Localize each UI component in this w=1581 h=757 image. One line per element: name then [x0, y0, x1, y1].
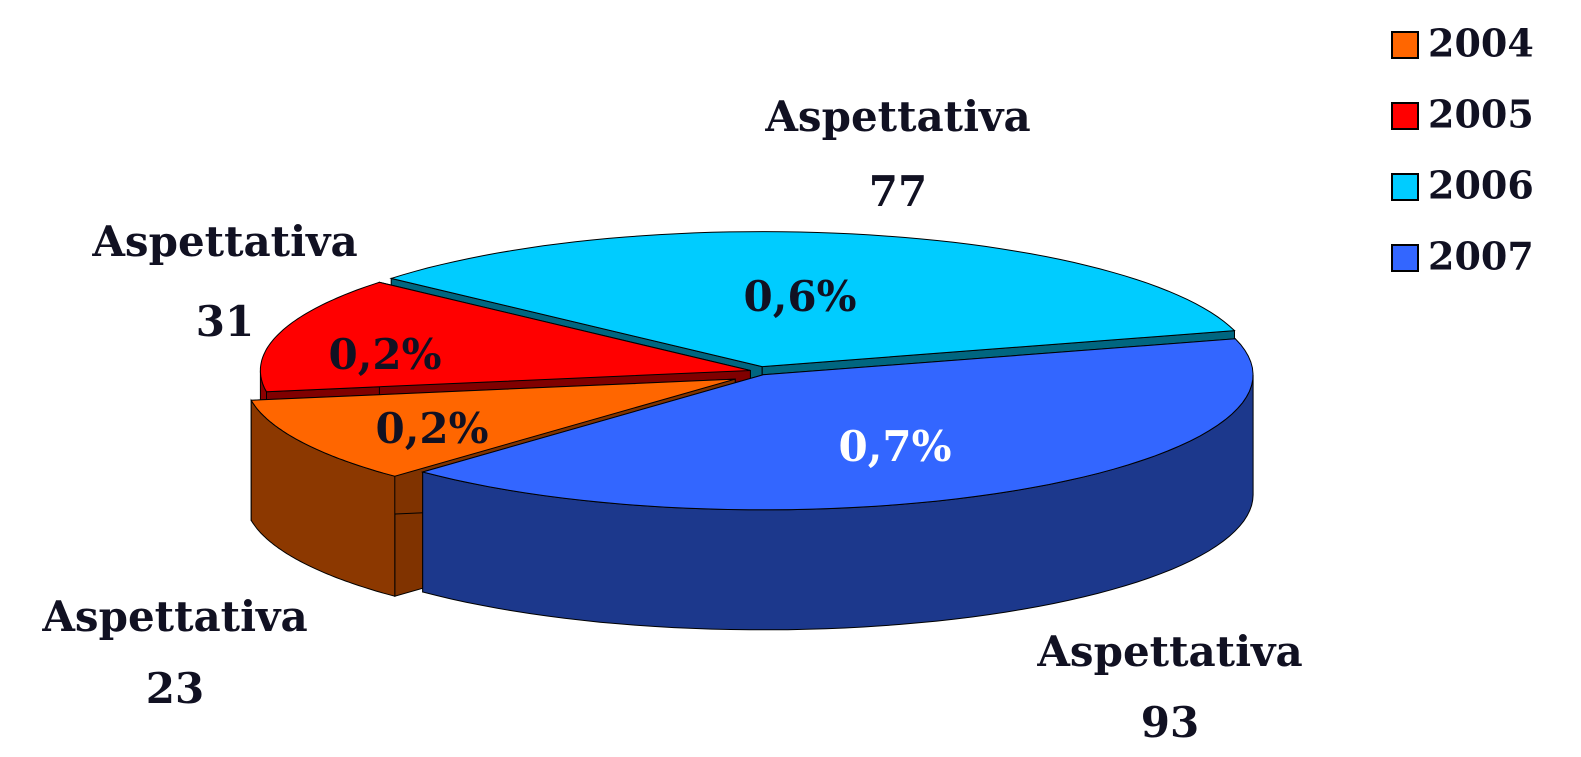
slice: [420, 338, 1254, 511]
data-label-value: 93: [1141, 698, 1199, 747]
data-label-value: 31: [196, 297, 254, 346]
data-label-name: Aspettativa: [91, 217, 357, 266]
percent-label: 0,7%: [839, 422, 952, 471]
data-label-name: Aspettativa: [41, 592, 307, 641]
slice: [259, 281, 751, 393]
legend-swatch: [1391, 244, 1419, 272]
data-label-name: Aspettativa: [1036, 627, 1302, 676]
legend-label: 2006: [1428, 163, 1534, 208]
legend-swatch: [1391, 173, 1419, 201]
legend-label: 2005: [1428, 92, 1534, 137]
data-label-name: Aspettativa: [764, 92, 1030, 141]
percent-label: 0,6%: [744, 272, 857, 321]
slice: [250, 378, 736, 477]
legend-swatch: [1391, 31, 1419, 59]
legend-label: 2004: [1428, 21, 1534, 66]
percent-label: 0,2%: [329, 330, 442, 379]
legend-label: 2007: [1428, 234, 1534, 279]
slice: [389, 231, 1236, 368]
percent-label: 0,2%: [376, 404, 489, 453]
data-label-value: 23: [146, 664, 204, 713]
legend-swatch: [1391, 102, 1419, 130]
data-label-value: 77: [869, 167, 927, 216]
